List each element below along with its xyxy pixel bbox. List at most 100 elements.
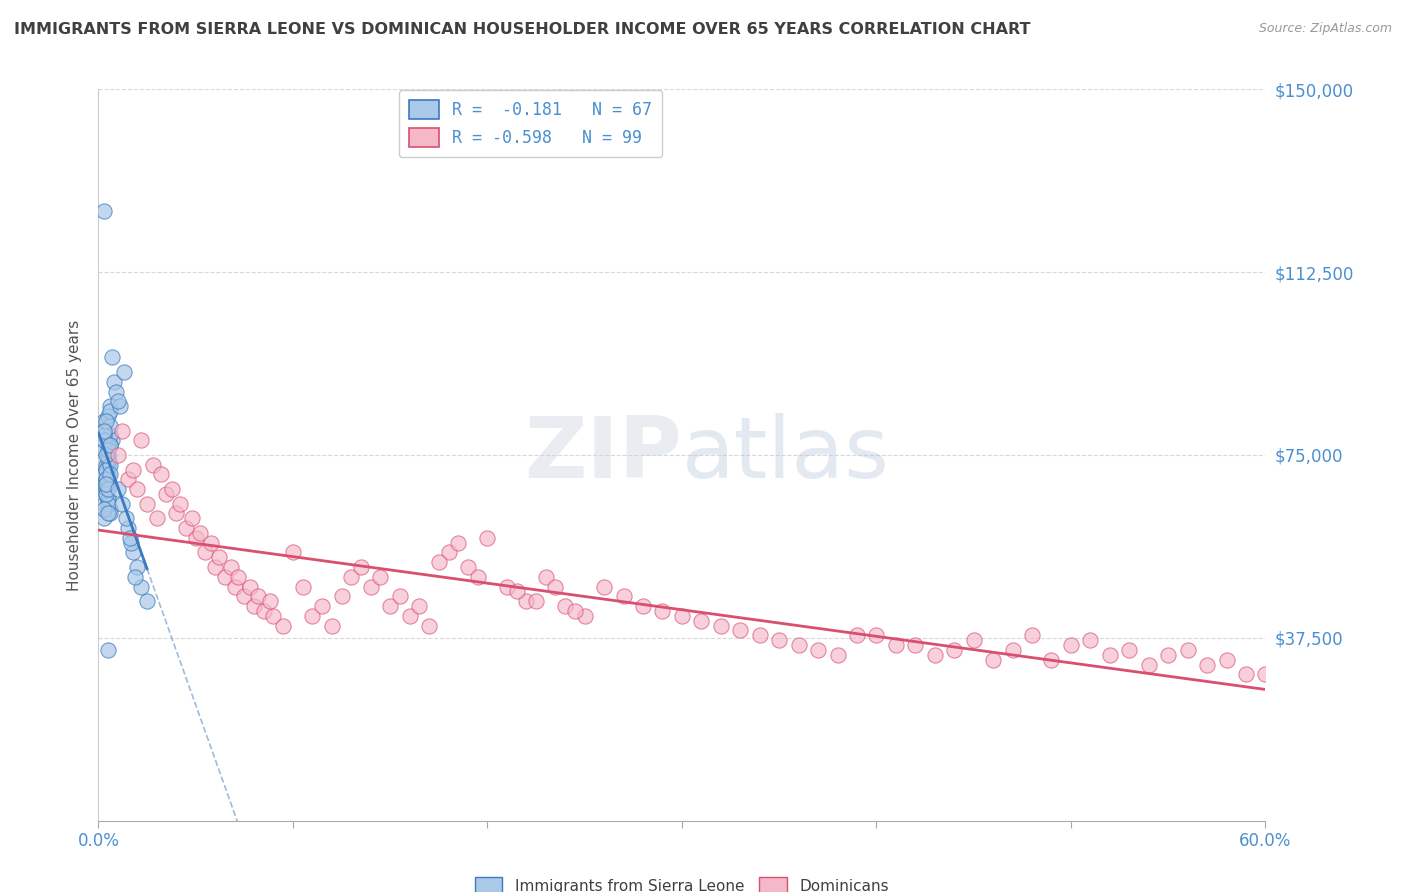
Point	[98, 467, 121, 482]
Point	[239, 580, 262, 594]
Point	[107, 482, 129, 496]
Point	[748, 628, 770, 642]
Point	[524, 594, 547, 608]
Point	[97, 491, 120, 506]
Point	[671, 608, 693, 623]
Point	[96, 462, 118, 476]
Point	[97, 497, 120, 511]
Point	[194, 545, 217, 559]
Text: Source: ZipAtlas.com: Source: ZipAtlas.com	[1258, 22, 1392, 36]
Point	[97, 448, 120, 462]
Point	[96, 458, 118, 472]
Point	[613, 590, 636, 604]
Point	[246, 590, 269, 604]
Point	[180, 511, 202, 525]
Point	[1195, 657, 1218, 672]
Y-axis label: Householder Income Over 65 years: Householder Income Over 65 years	[67, 319, 83, 591]
Point	[124, 570, 146, 584]
Point	[112, 365, 135, 379]
Point	[544, 580, 567, 594]
Point	[1021, 628, 1043, 642]
Point	[884, 638, 907, 652]
Point	[184, 531, 207, 545]
Point	[408, 599, 430, 613]
Point	[477, 531, 499, 545]
Point	[291, 580, 314, 594]
Point	[122, 462, 145, 476]
Point	[495, 580, 517, 594]
Point	[370, 570, 392, 584]
Point	[253, 604, 276, 618]
Point	[98, 438, 121, 452]
Point	[1060, 638, 1083, 652]
Point	[593, 580, 616, 594]
Point	[127, 482, 149, 496]
Point	[129, 580, 152, 594]
Point	[437, 545, 460, 559]
Point	[93, 424, 115, 438]
Point	[243, 599, 266, 613]
Point	[1080, 633, 1102, 648]
Point	[122, 545, 145, 559]
Point	[846, 628, 869, 642]
Point	[96, 472, 118, 486]
Point	[262, 608, 284, 623]
Point	[943, 643, 966, 657]
Point	[97, 507, 120, 521]
Point	[1157, 648, 1180, 662]
Point	[388, 590, 411, 604]
Point	[447, 535, 470, 549]
Point	[457, 560, 479, 574]
Point	[149, 467, 172, 482]
Point	[96, 482, 118, 496]
Point	[981, 653, 1004, 667]
Point	[174, 521, 197, 535]
Point	[97, 491, 120, 506]
Point	[228, 570, 250, 584]
Point	[651, 604, 673, 618]
Point	[117, 472, 139, 486]
Point	[146, 511, 169, 525]
Point	[690, 614, 713, 628]
Point	[208, 550, 231, 565]
Point	[98, 507, 121, 521]
Point	[96, 482, 118, 496]
Point	[418, 618, 440, 632]
Point	[98, 428, 121, 442]
Point	[162, 482, 184, 496]
Point	[129, 434, 152, 448]
Point	[1215, 653, 1237, 667]
Point	[1177, 643, 1199, 657]
Point	[97, 448, 120, 462]
Point	[96, 462, 118, 476]
Point	[165, 507, 187, 521]
Point	[97, 409, 120, 423]
Point	[204, 560, 226, 574]
Point	[1001, 643, 1024, 657]
Point	[97, 438, 120, 452]
Point	[98, 404, 121, 418]
Point	[107, 448, 129, 462]
Point	[259, 594, 281, 608]
Point	[96, 472, 118, 486]
Point	[93, 511, 115, 525]
Point	[97, 467, 120, 482]
Point	[93, 424, 115, 438]
Point	[96, 414, 118, 428]
Point	[330, 590, 353, 604]
Point	[467, 570, 489, 584]
Point	[93, 443, 115, 458]
Point	[111, 424, 134, 438]
Point	[93, 501, 115, 516]
Point	[378, 599, 402, 613]
Point	[127, 560, 149, 574]
Point	[1234, 667, 1257, 681]
Point	[710, 618, 733, 632]
Point	[214, 570, 236, 584]
Point	[101, 434, 124, 448]
Point	[574, 608, 596, 623]
Point	[271, 618, 294, 632]
Point	[97, 443, 120, 458]
Point	[233, 590, 256, 604]
Point	[730, 624, 752, 638]
